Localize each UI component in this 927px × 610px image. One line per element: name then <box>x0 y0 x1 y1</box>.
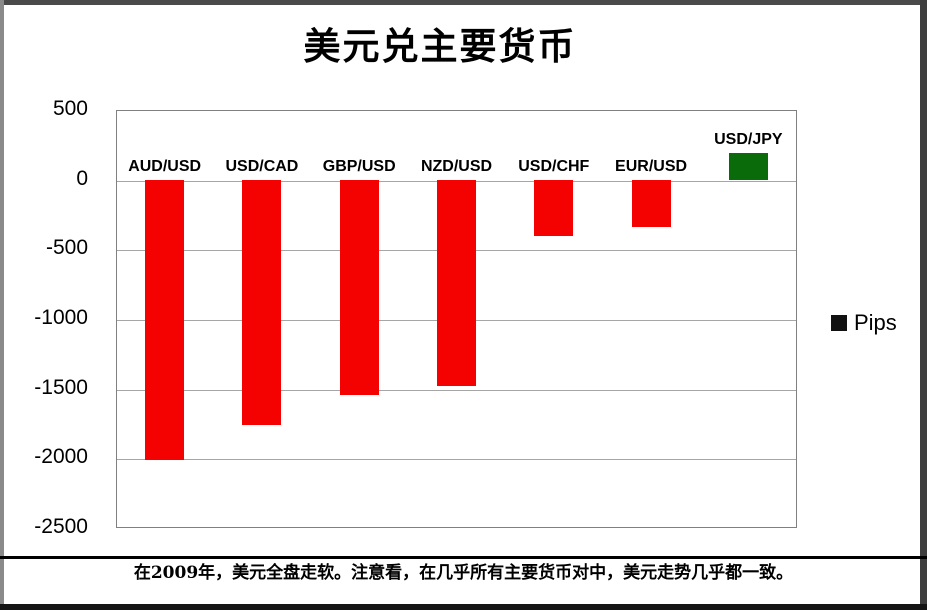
category-label: AUD/USD <box>128 157 202 175</box>
y-tick-label: -1500 <box>34 375 88 399</box>
window-border-bottom <box>0 604 927 610</box>
legend-swatch-icon <box>831 315 847 331</box>
category-label: USD/JPY <box>714 131 783 149</box>
bar-nzd-usd <box>437 179 476 386</box>
legend-label: Pips <box>854 310 897 335</box>
bar-usd-chf <box>534 179 574 237</box>
gridline <box>117 459 796 461</box>
category-label: NZD/USD <box>420 157 493 175</box>
bar-eur-usd <box>631 179 671 228</box>
gridline <box>117 389 796 391</box>
bar-aud-usd <box>145 179 185 460</box>
category-label: USD/CHF <box>518 157 590 175</box>
bar-usd-jpy <box>728 153 768 180</box>
legend: Pips <box>831 310 897 336</box>
y-tick-label: 500 <box>52 97 88 120</box>
category-label: USD/CAD <box>225 157 299 175</box>
y-tick-label: 0 <box>76 166 88 190</box>
bar-gbp-usd <box>339 179 379 395</box>
y-tick-label: -2000 <box>34 445 88 469</box>
bar-usd-cad <box>242 179 282 425</box>
window-border-right <box>920 0 927 610</box>
chart-title: 美元兑主要货币 <box>303 24 577 68</box>
window-border-top <box>0 0 927 5</box>
y-tick-label: -1000 <box>34 306 88 329</box>
y-tick-label: -2500 <box>34 515 88 538</box>
window-border-left <box>0 0 4 610</box>
category-label: GBP/USD <box>322 157 396 175</box>
category-label: EUR/USD <box>615 157 688 175</box>
caption-divider <box>0 556 927 559</box>
chart-caption: 在2009年，美元全盘走软。注意看，在几乎所有主要货币对中，美元走势几乎都一致。 <box>133 563 794 583</box>
y-tick-label: -500 <box>45 236 88 260</box>
